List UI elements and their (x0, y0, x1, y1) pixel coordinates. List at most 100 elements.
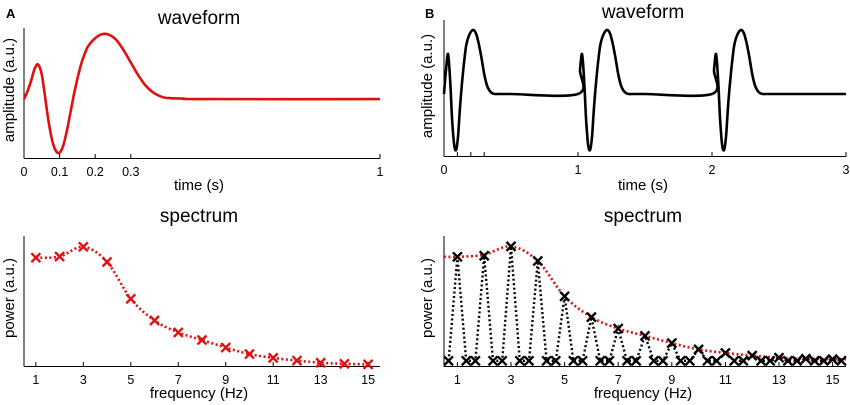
spectrum-peak-marker (746, 350, 758, 361)
waveform-a-chart: waveform time (s) amplitude (a.u.) 0 0.1 0… (1, 8, 384, 194)
spectrum-zero-marker (443, 355, 454, 367)
spectrum-series-line (443, 245, 847, 361)
x-tick-label: 0.2 (87, 165, 104, 179)
spectrum-zero-marker (604, 355, 615, 367)
panel-label-a: A (6, 6, 16, 21)
comb-series-line (447, 246, 842, 362)
spectrum-peak-marker (720, 347, 731, 359)
x-tick-label: 1 (377, 165, 384, 179)
spectrum-marker (315, 357, 327, 369)
spectrum-marker (196, 334, 208, 346)
spectrum-marker (362, 359, 374, 370)
spectrum-marker (244, 348, 255, 360)
spectrum-series-line (35, 245, 369, 366)
spectrum-zero-marker (568, 355, 579, 367)
x-tick-label: 1 (575, 163, 582, 177)
spectrum-zero-marker (648, 355, 660, 367)
spectrum-a-title: spectrum (160, 206, 238, 227)
spectrum-zero-marker (818, 355, 830, 367)
spectrum-peak-marker (827, 353, 838, 365)
waveform-series-line (442, 28, 846, 152)
spectrum-peak-marker (639, 330, 651, 342)
x-tick-label: 3 (508, 373, 515, 387)
spectrum-peak-marker (693, 344, 704, 355)
x-tick-label: 1 (32, 373, 39, 387)
spectrum-peak-marker (666, 337, 678, 349)
spectrum-marker (267, 352, 279, 364)
spectrum-zero-marker (630, 355, 642, 367)
waveform-a-title: waveform (157, 8, 240, 29)
spectrum-zero-marker (514, 355, 526, 367)
spectrum-zero-marker (675, 355, 686, 367)
spectrum-marker (291, 355, 303, 366)
spectrum-zero-marker (764, 355, 776, 367)
x-tick-label: 0.3 (122, 165, 139, 179)
spectrum-marker (172, 327, 184, 338)
spectrum-a-ylabel: power (a.u.) (1, 258, 18, 338)
spectrum-peak-marker (586, 311, 597, 323)
spectrum-peak-marker (612, 323, 624, 334)
spectrum-zero-marker (791, 355, 803, 367)
spectrum-zero-marker (782, 355, 794, 367)
spectrum-zero-marker (621, 355, 633, 367)
spectrum-zero-marker (550, 355, 562, 367)
waveform-b-title: waveform (601, 2, 684, 23)
x-tick-label: 0 (21, 165, 28, 179)
spectrum-marker (149, 315, 160, 326)
waveform-b-chart: waveform time (s) amplitude (a.u.) 0 1 2 3 (419, 2, 850, 194)
spectrum-zero-marker (460, 355, 472, 367)
spectrum-a-xlabel: frequency (Hz) (150, 385, 248, 402)
spectrum-zero-marker (496, 355, 508, 367)
spectrum-b-ylabel: power (a.u.) (419, 258, 436, 338)
spectrum-zero-marker (702, 355, 713, 367)
x-tick-label: 15 (361, 373, 375, 387)
spectrum-zero-marker (836, 355, 847, 367)
x-tick-label: 11 (719, 373, 732, 387)
x-tick-label: 9 (668, 373, 675, 387)
spectrum-zero-marker (728, 355, 740, 367)
spectrum-zero-marker (809, 355, 820, 367)
spectrum-peak-marker (452, 251, 463, 263)
x-tick-label: 0 (441, 163, 448, 177)
x-tick-label: 13 (772, 373, 786, 387)
spectrum-zero-marker (684, 355, 696, 367)
x-tick-label: 13 (314, 373, 328, 387)
spectrum-zero-marker (594, 355, 606, 367)
x-tick-label: 5 (127, 373, 134, 387)
x-tick-label: 0.1 (51, 165, 68, 179)
spectrum-zero-marker (470, 355, 481, 367)
panel-label-b: B (425, 6, 434, 21)
spectrum-b-xlabel: frequency (Hz) (594, 385, 692, 402)
x-tick-label: 2 (709, 163, 716, 177)
x-tick-label: 11 (267, 373, 280, 387)
spectrum-zero-marker (657, 355, 669, 367)
spectrum-marker (54, 251, 65, 262)
x-tick-label: 3 (80, 373, 87, 387)
spectrum-zero-marker (577, 355, 588, 367)
spectrum-zero-marker (738, 355, 749, 367)
waveform-b-xlabel: time (s) (618, 177, 668, 194)
waveform-a-xlabel: time (s) (174, 177, 224, 194)
spectrum-b-title: spectrum (604, 206, 682, 227)
spectrum-marker (77, 241, 89, 253)
waveform-a-ylabel: amplitude (a.u.) (1, 38, 18, 142)
x-tick-label: 9 (222, 373, 229, 387)
spectrum-peak-marker (532, 255, 544, 267)
x-tick-label: 15 (826, 373, 840, 387)
waveform-series-line (22, 32, 381, 155)
spectrum-marker (101, 256, 113, 268)
spectrum-peak-marker (773, 352, 785, 364)
spectrum-zero-marker (711, 355, 722, 367)
spectrum-peak-marker (800, 353, 812, 365)
x-tick-label: 7 (615, 373, 622, 387)
spectrum-zero-marker (755, 355, 767, 367)
spectrum-marker (220, 342, 232, 353)
spectrum-zero-marker (523, 355, 535, 367)
spectrum-peak-marker (559, 290, 570, 302)
waveform-b-ylabel: amplitude (a.u.) (419, 34, 436, 138)
spectrum-peak-marker (505, 241, 517, 252)
x-tick-label: 7 (175, 373, 182, 387)
